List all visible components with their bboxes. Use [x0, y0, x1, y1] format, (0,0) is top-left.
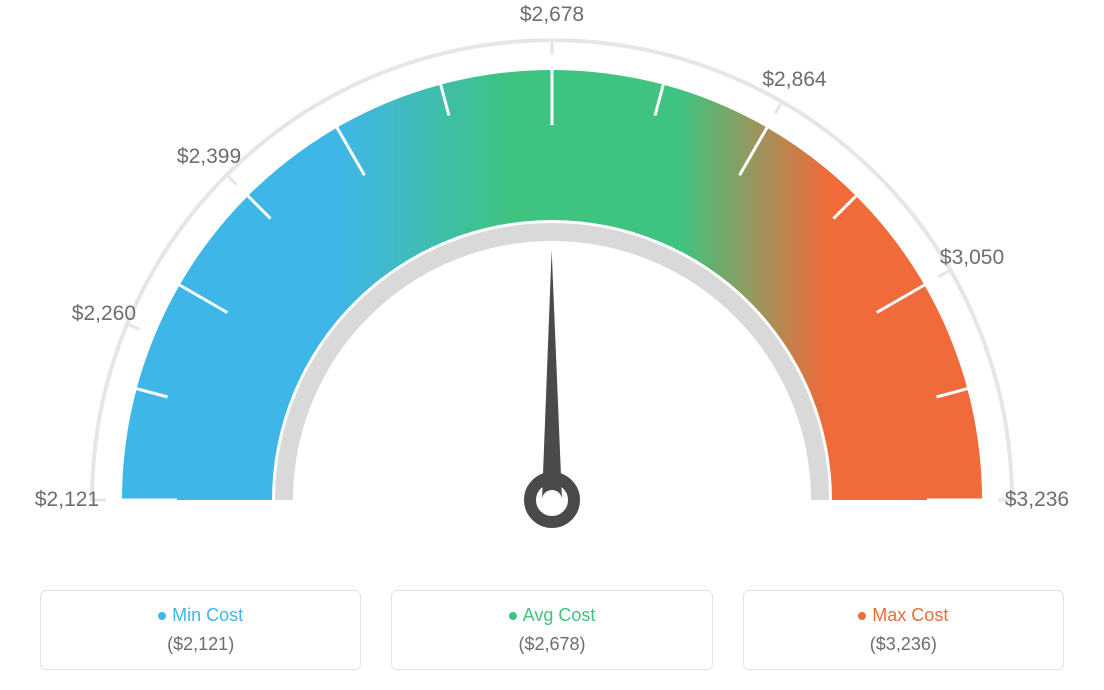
- dot-icon: [509, 612, 517, 620]
- gauge-tick-label: $2,399: [177, 145, 241, 169]
- gauge-tick-label: $2,260: [72, 302, 136, 326]
- legend-card-max: Max Cost ($3,236): [743, 590, 1064, 670]
- legend-avg-title: Avg Cost: [402, 605, 701, 626]
- gauge-svg: [0, 0, 1104, 560]
- legend-avg-value: ($2,678): [402, 634, 701, 655]
- cost-gauge-infographic: $2,121 $2,260 $2,399 $2,678 $2,864 $3,050 $3,2…: [0, 0, 1104, 690]
- gauge-tick-label: $2,678: [520, 3, 584, 27]
- gauge-tick-label: $3,050: [940, 246, 1004, 270]
- gauge-tick-label: $2,121: [35, 488, 99, 512]
- legend-card-min: Min Cost ($2,121): [40, 590, 361, 670]
- legend-max-title: Max Cost: [754, 605, 1053, 626]
- legend-min-label: Min Cost: [172, 605, 243, 625]
- legend-avg-label: Avg Cost: [523, 605, 596, 625]
- legend-card-avg: Avg Cost ($2,678): [391, 590, 712, 670]
- legend-min-value: ($2,121): [51, 634, 350, 655]
- legend-min-title: Min Cost: [51, 605, 350, 626]
- legend-max-value: ($3,236): [754, 634, 1053, 655]
- gauge-tick-label: $3,236: [1005, 488, 1069, 512]
- gauge-tick-label: $2,864: [762, 68, 826, 92]
- legend-row: Min Cost ($2,121) Avg Cost ($2,678) Max …: [0, 590, 1104, 670]
- dot-icon: [858, 612, 866, 620]
- gauge-chart: $2,121 $2,260 $2,399 $2,678 $2,864 $3,050 $3,2…: [0, 0, 1104, 560]
- dot-icon: [158, 612, 166, 620]
- legend-max-label: Max Cost: [872, 605, 948, 625]
